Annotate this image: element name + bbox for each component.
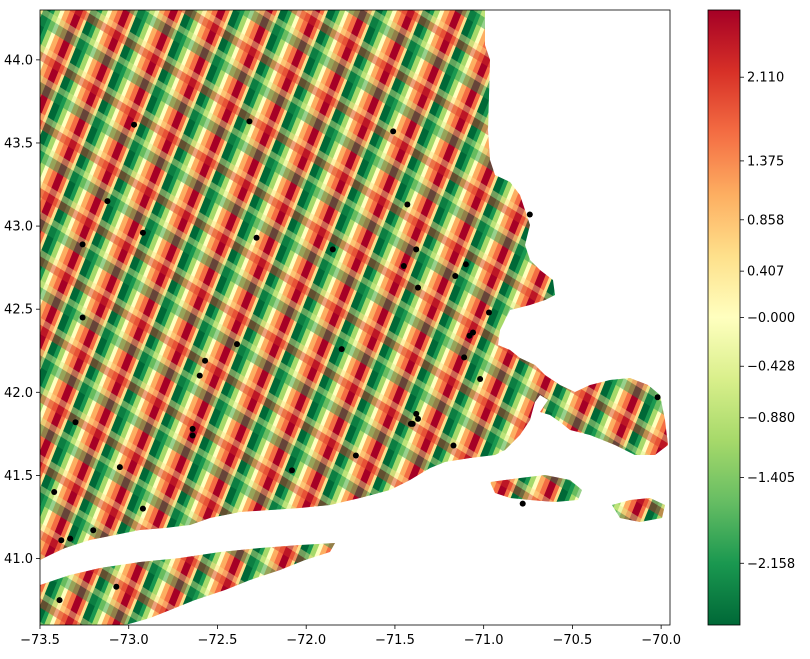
data-point (400, 262, 407, 269)
data-point (404, 201, 411, 208)
data-point (338, 346, 345, 353)
data-point (390, 128, 397, 135)
data-point (450, 442, 457, 449)
x-axis: −73.5 −73.0 −72.5 −72.0 −71.5 −71.0 −70.5 −70.0 (20, 625, 681, 648)
data-point (202, 357, 209, 364)
y-tick-label: 42.0 (4, 386, 33, 401)
data-point (654, 394, 661, 401)
y-tick-label: 42.5 (4, 303, 33, 318)
colorbar-tick-label: 0.858 (747, 213, 784, 228)
x-tick-label: −72.0 (286, 633, 326, 648)
data-point (51, 489, 58, 496)
colorbar-tick-label: −0.000 (747, 311, 795, 326)
y-tick-label: 44.0 (4, 53, 33, 68)
data-point (415, 415, 421, 422)
x-tick-label: −71.5 (375, 633, 415, 648)
data-point (189, 425, 196, 432)
data-point (462, 261, 469, 268)
data-point (72, 419, 79, 426)
data-point (139, 229, 146, 236)
data-point (253, 234, 260, 241)
x-tick-label: −72.5 (198, 633, 238, 648)
data-point (90, 527, 97, 534)
y-tick-label: 43.0 (4, 220, 33, 235)
data-point (485, 309, 492, 316)
data-point (461, 354, 468, 361)
data-point (352, 452, 359, 459)
data-point (413, 410, 420, 417)
colorbar-tick-label: −1.405 (747, 471, 795, 486)
x-tick-label: −70.0 (641, 633, 681, 648)
data-point (58, 537, 65, 544)
data-point (526, 211, 533, 218)
x-tick-label: −73.5 (20, 633, 60, 648)
y-tick-label: 41.5 (4, 469, 33, 484)
data-point (415, 284, 421, 291)
points-layer (51, 118, 661, 604)
data-point (413, 246, 420, 253)
data-point (104, 198, 111, 205)
data-point (196, 372, 203, 379)
data-point (246, 118, 253, 125)
data-point (466, 332, 473, 339)
data-point (409, 420, 416, 427)
data-point (477, 376, 484, 382)
data-point (189, 432, 196, 439)
data-point (79, 241, 86, 248)
data-point (233, 341, 240, 348)
colorbar-tick-label: −0.428 (747, 360, 795, 375)
data-point (116, 464, 123, 471)
data-point (67, 535, 74, 542)
colorbar-tick-label: −0.880 (747, 411, 795, 426)
data-point (131, 121, 138, 128)
colorbar-tick-label: −2.158 (747, 557, 795, 572)
colorbar-tick-label: 2.110 (747, 71, 784, 86)
data-point (56, 597, 63, 604)
data-point (139, 505, 146, 512)
x-tick-label: −73.0 (109, 633, 149, 648)
x-tick-label: −71.0 (464, 633, 504, 648)
plot-frame (39, 9, 671, 626)
data-point (519, 500, 526, 507)
y-axis: 41.0 41.5 42.0 42.5 43.0 43.5 44.0 (4, 53, 40, 567)
colorbar-tick-label: 1.375 (747, 154, 784, 169)
x-tick-label: −70.5 (552, 633, 592, 648)
colorbar-ticks: 2.110 1.375 0.858 0.407 −0.000 −0.428 −0.880 −1… (740, 71, 795, 572)
data-point (113, 583, 120, 590)
data-point (329, 246, 336, 253)
colorbar (707, 9, 741, 626)
y-tick-label: 41.0 (4, 552, 33, 567)
data-point (452, 272, 459, 279)
y-tick-label: 43.5 (4, 136, 33, 151)
data-point (79, 314, 86, 321)
colorbar-tick-label: 0.407 (747, 265, 784, 280)
data-point (289, 467, 295, 474)
